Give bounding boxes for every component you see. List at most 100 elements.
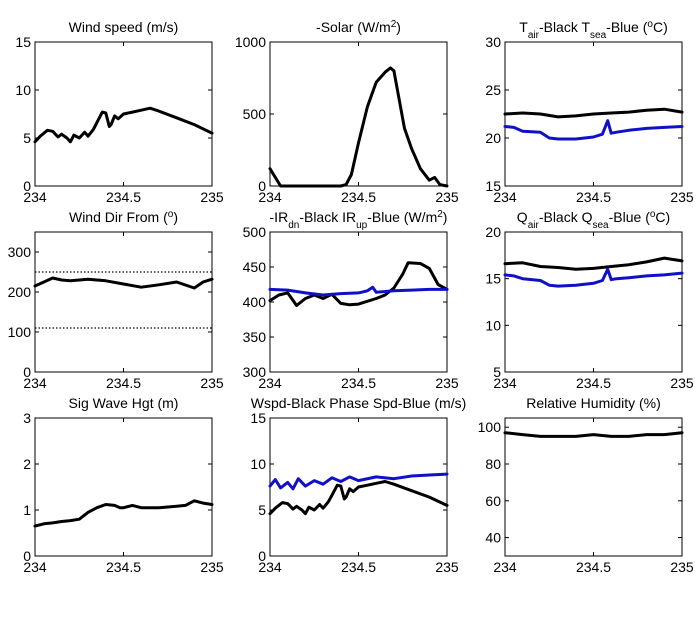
- title-text: -Solar (W/m: [316, 19, 391, 35]
- y-tick-label: 2: [23, 456, 31, 472]
- series-line-blue: [268, 472, 449, 491]
- y-tick-label: 500: [243, 224, 267, 240]
- x-tick-label: 234.5: [341, 189, 376, 205]
- y-tick-label: 10: [485, 317, 501, 333]
- series-line-black: [33, 499, 214, 528]
- x-tick-label: 234: [23, 559, 47, 575]
- y-tick-label: 0: [258, 548, 266, 564]
- x-tick-label: 234: [23, 189, 47, 205]
- title-part: o: [647, 19, 653, 30]
- y-tick-label: 5: [23, 130, 31, 146]
- title-part: o: [650, 209, 656, 220]
- series-line-black: [268, 261, 449, 307]
- title-tail: ): [396, 19, 401, 35]
- y-tick-label: 1: [23, 502, 31, 518]
- x-tick-label: 235: [200, 559, 224, 575]
- panel-title: -IRdn-Black IRup-Blue (W/m2): [270, 209, 448, 231]
- x-tick-label: 235: [435, 375, 459, 391]
- title-text: Wind Dir From (: [69, 209, 168, 225]
- title-text: Sig Wave Hgt (m): [69, 395, 179, 411]
- title-part: sea: [593, 220, 610, 231]
- y-tick-label: 350: [243, 329, 267, 345]
- title-part: dn: [288, 220, 299, 231]
- y-tick-label: 60: [485, 493, 501, 509]
- title-part: T: [519, 19, 528, 35]
- panel-title: -Solar (W/m2): [316, 19, 401, 36]
- title-part: Q: [517, 209, 528, 225]
- axes-box: [504, 417, 683, 557]
- axes-box: [504, 231, 683, 373]
- panel-title: Wind Dir From (o): [69, 209, 178, 226]
- axes-box: [34, 231, 213, 373]
- title-part: up: [356, 220, 368, 231]
- x-tick-label: 234: [493, 189, 517, 205]
- panel-title: Relative Humidity (%): [526, 395, 661, 411]
- x-tick-label: 234.5: [106, 375, 141, 391]
- title-part: 2: [437, 209, 443, 220]
- series-line-black: [33, 276, 214, 290]
- x-tick-label: 234.5: [576, 189, 611, 205]
- x-tick-label: 234.5: [341, 375, 376, 391]
- y-tick-label: 10: [250, 456, 266, 472]
- y-tick-label: 25: [485, 82, 501, 98]
- y-tick-label: 20: [485, 130, 501, 146]
- y-tick-label: 80: [485, 456, 501, 472]
- y-tick-label: 10: [15, 82, 31, 98]
- panel-title: Sig Wave Hgt (m): [69, 395, 179, 411]
- x-tick-label: 234: [23, 375, 47, 391]
- y-tick-label: 0: [258, 178, 266, 194]
- x-tick-label: 235: [435, 189, 459, 205]
- title-part: sea: [590, 30, 607, 41]
- title-part: -Blue (W/m: [367, 209, 437, 225]
- y-tick-label: 15: [485, 178, 501, 194]
- title-superscript: 2: [391, 19, 397, 30]
- series-line-black: [503, 431, 684, 438]
- series-line-black: [268, 66, 449, 188]
- series-line-blue: [268, 285, 449, 297]
- y-tick-label: 0: [23, 178, 31, 194]
- y-tick-label: 20: [485, 224, 501, 240]
- title-part: air: [528, 30, 540, 41]
- x-tick-label: 235: [435, 559, 459, 575]
- panel-1: Wind speed (m/s) 234 234.5 235 0 5 10 15: [15, 19, 223, 205]
- panel-4: Wind Dir From (o) 234 234.5 235 0 100 200 300: [8, 209, 224, 392]
- x-tick-label: 234: [493, 375, 517, 391]
- x-tick-label: 235: [670, 189, 694, 205]
- panel-6: Qair-Black Qsea-Blue (oC) 234 234.5 235 5 10 1…: [485, 209, 693, 392]
- series-line-black: [268, 480, 449, 516]
- x-tick-label: 235: [200, 189, 224, 205]
- y-tick-label: 3: [23, 410, 31, 426]
- axes-box: [34, 417, 213, 557]
- x-tick-label: 234: [258, 189, 282, 205]
- y-tick-label: 200: [8, 284, 32, 300]
- x-tick-label: 234.5: [576, 559, 611, 575]
- panel-title: Tair-Black Tsea-Blue (oC): [519, 19, 667, 41]
- x-tick-label: 234.5: [106, 559, 141, 575]
- title-text: Wspd-Black Phase Spd-Blue (m/s): [251, 395, 467, 411]
- panel-title: Wspd-Black Phase Spd-Blue (m/s): [251, 395, 467, 411]
- y-tick-label: 5: [493, 364, 501, 380]
- series-line-black: [33, 106, 214, 144]
- y-tick-label: 30: [485, 34, 501, 50]
- y-tick-label: 300: [8, 244, 32, 260]
- series-line-black: [503, 107, 684, 119]
- title-part: -Black Q: [539, 209, 593, 225]
- panel-7: Sig Wave Hgt (m) 234 234.5 235 0 1 2 3: [23, 395, 224, 575]
- panel-5: -IRdn-Black IRup-Blue (W/m2) 234 234.5 235 3…: [243, 209, 459, 392]
- x-tick-label: 235: [670, 559, 694, 575]
- panel-9: Relative Humidity (%) 234 234.5 235 40 60 80 10…: [478, 395, 694, 575]
- y-tick-label: 15: [485, 271, 501, 287]
- panel-3: Tair-Black Tsea-Blue (oC) 234 234.5 235 15 20…: [485, 19, 693, 206]
- title-part: -IR: [270, 209, 289, 225]
- x-tick-label: 235: [670, 375, 694, 391]
- x-tick-label: 234: [258, 375, 282, 391]
- y-tick-label: 0: [23, 364, 31, 380]
- panel-title: Wind speed (m/s): [69, 19, 179, 35]
- title-part: C): [655, 209, 670, 225]
- y-tick-label: 0: [23, 548, 31, 564]
- panel-2: -Solar (W/m2) 234 234.5 235 0 500 1000: [235, 19, 459, 206]
- title-part: -Blue (: [609, 209, 651, 225]
- title-tail: ): [173, 209, 178, 225]
- x-tick-label: 235: [200, 375, 224, 391]
